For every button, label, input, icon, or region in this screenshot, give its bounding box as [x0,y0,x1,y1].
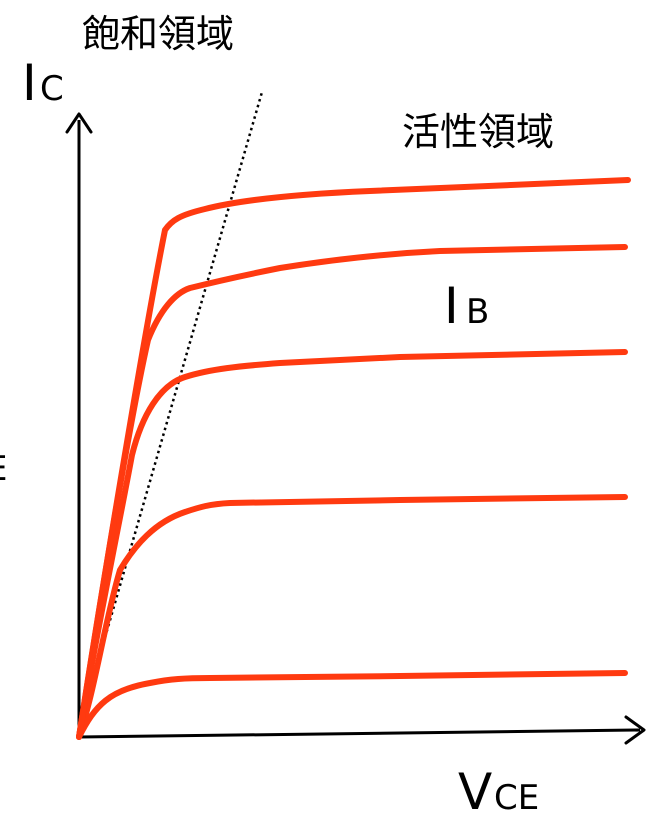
y-axis-label-sub: C [40,69,64,109]
curve-family [76,177,631,740]
y-axis-arrowhead [65,112,93,134]
left-edge-text-fragment: E [0,449,7,489]
ib-curve-4 [76,244,628,740]
saturation-region-label: 飽和領域 [82,12,234,56]
ib-curve-5 [76,177,631,740]
x-axis-arrowhead [624,715,646,745]
curve-family-label: I B [444,277,489,335]
ib-curve-1 [76,670,628,740]
x-axis-label-main: V [458,763,492,819]
x-axis [78,728,641,739]
y-axis-label: I C [22,54,64,112]
x-axis-label: V CE [458,763,539,819]
saturation-boundary-line [98,91,264,656]
curve-family-label-main: I [444,277,459,335]
active-region-label: 活性領域 [402,110,554,154]
ib-curve-2 [76,494,628,740]
y-axis-label-main: I [22,54,37,112]
curve-family-label-sub: B [466,292,489,332]
x-axis-label-sub: CE [494,778,539,818]
